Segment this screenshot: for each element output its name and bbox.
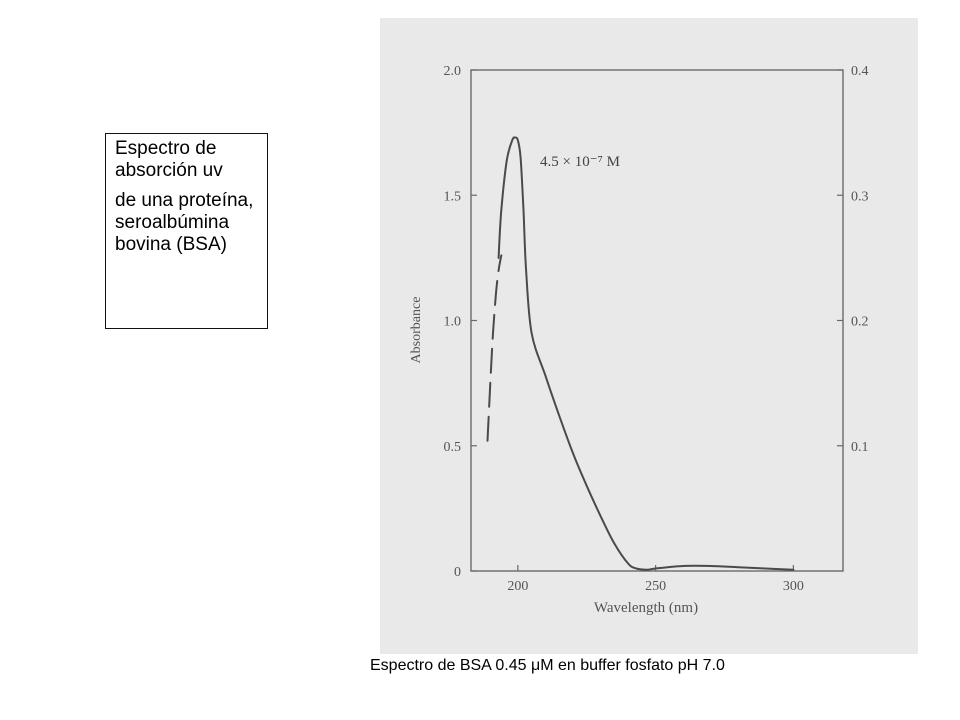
y2-tick-label: 0.4	[851, 64, 869, 79]
y2-tick-label: 0.3	[851, 189, 869, 204]
y-tick-label: 0	[454, 565, 461, 580]
x-tick-label: 250	[645, 579, 666, 594]
y-tick-label: 2.0	[444, 64, 462, 79]
chart-axes	[470, 69, 844, 572]
y2-tick-label: 0.1	[851, 440, 869, 455]
y-tick-label: 1.0	[444, 315, 462, 330]
scanned-figure-background	[380, 18, 918, 654]
concentration-annotation: 4.5 × 10⁻⁷ M	[540, 154, 620, 170]
caption-line-1: Espectro de absorción uv	[115, 138, 223, 181]
chart-series	[486, 136, 795, 571]
y-axis-label: Absorbance	[409, 297, 424, 364]
spectrum-line-dashed	[486, 254, 503, 442]
x-tick-label: 200	[507, 579, 528, 594]
chart-ticks: 0 0.5 1.0 1.5 2.0 0.1 0.2 0.3 0.4 200 250 300	[444, 64, 869, 594]
figure-caption: Espectro de BSA 0.45 μM en buffer fosfat…	[370, 657, 725, 674]
y-tick-label: 1.5	[444, 189, 462, 204]
plot-frame	[470, 69, 844, 572]
y2-tick-label: 0.2	[851, 315, 869, 330]
y-tick-label: 0.5	[444, 440, 462, 455]
caption-line-2: de una proteína, seroalbúmina bovina (BS…	[115, 190, 254, 255]
x-tick-label: 300	[783, 579, 804, 594]
x-axis-label: Wavelength (nm)	[594, 600, 698, 616]
spectrum-line	[497, 136, 795, 571]
caption-box: Espectro de absorción uv de una proteína…	[105, 133, 268, 329]
